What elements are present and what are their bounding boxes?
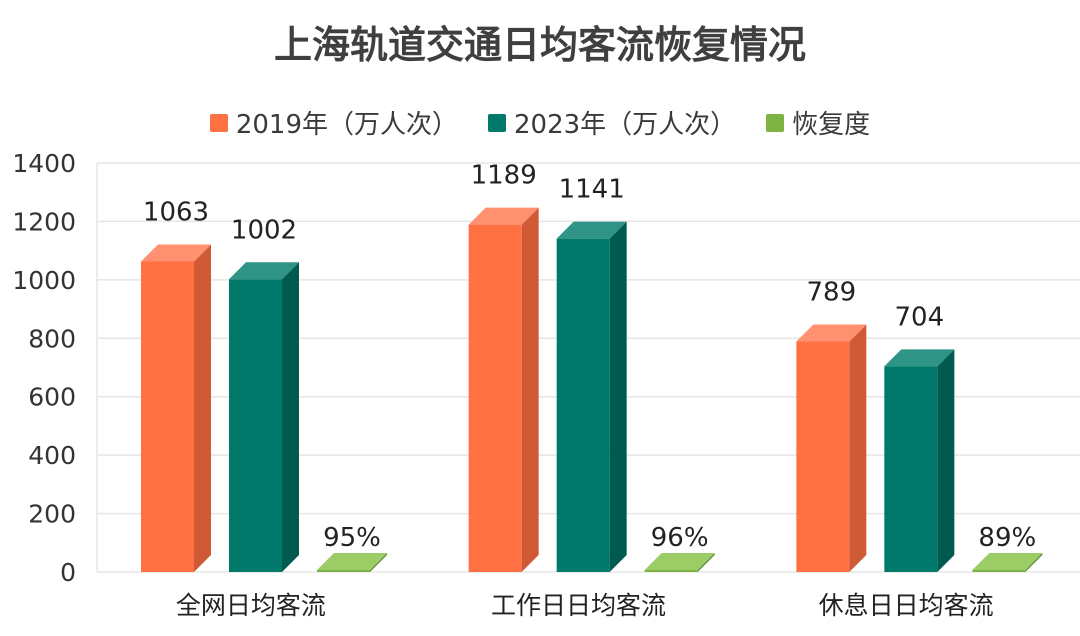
y-tick-label: 600 (28, 383, 76, 412)
bar-side (370, 553, 387, 572)
y-tick-label: 400 (28, 441, 76, 470)
bar (644, 570, 698, 572)
y-tick-label: 1200 (12, 207, 76, 236)
data-label: 1002 (231, 215, 297, 245)
bar-top (644, 553, 715, 570)
bar-top (972, 553, 1043, 570)
bar (141, 261, 194, 572)
bar-top (556, 221, 627, 239)
data-label: 89% (978, 523, 1036, 553)
legend-label-recovery: 恢复度 (792, 110, 871, 140)
bar-side (609, 221, 627, 573)
legend-swatch-2019 (209, 113, 228, 132)
data-label: 1189 (471, 161, 537, 191)
y-tick-label: 0 (60, 558, 76, 587)
data-label: 789 (807, 277, 857, 307)
bar-side (697, 553, 715, 572)
legend-label-2019: 2019年（万人次） (235, 110, 458, 140)
data-label: 96% (651, 523, 709, 553)
bar-side (1025, 553, 1043, 572)
bar-top (884, 349, 955, 367)
data-label: 704 (895, 302, 945, 332)
legend-swatch-recovery (766, 113, 785, 132)
bar (317, 570, 370, 572)
legend-item-recovery[interactable]: 恢复度 (766, 104, 870, 141)
bar-top (796, 324, 867, 342)
y-tick-label: 1400 (12, 149, 76, 178)
bar-top (468, 207, 539, 225)
legend-item-2023[interactable]: 2023年（万人次） (487, 104, 737, 141)
legend-item-2019[interactable]: 2019年（万人次） (209, 104, 458, 141)
data-label: 1063 (143, 197, 209, 227)
x-category-label: 全网日均客流 (176, 591, 326, 620)
bar-top (141, 244, 211, 262)
y-tick-label: 800 (28, 324, 76, 353)
data-label: 95% (323, 523, 381, 553)
y-tick-label: 200 (28, 500, 76, 529)
chart-title: 上海轨道交通日均客流恢复情况 (273, 23, 806, 67)
bar (884, 366, 938, 572)
legend-swatch-2023 (487, 113, 506, 132)
bar-side (282, 262, 299, 572)
legend: 2019年（万人次） 2023年（万人次） 恢复度 (0, 104, 1080, 141)
bar-side (194, 244, 211, 572)
bar-top (229, 262, 299, 280)
bar (556, 238, 610, 573)
bar-side (937, 349, 955, 572)
bar (796, 341, 850, 572)
legend-label-2023: 2023年（万人次） (513, 110, 737, 140)
x-category-label: 休息日日均客流 (819, 591, 994, 620)
bar (468, 224, 522, 572)
x-category-label: 工作日日均客流 (491, 591, 666, 620)
bar-top (317, 553, 387, 570)
y-tick-label: 1000 (12, 266, 76, 295)
bar (972, 570, 1026, 572)
bar-side (521, 207, 539, 572)
bar (229, 279, 282, 572)
data-label: 1141 (559, 175, 625, 205)
bar-side (849, 324, 867, 572)
